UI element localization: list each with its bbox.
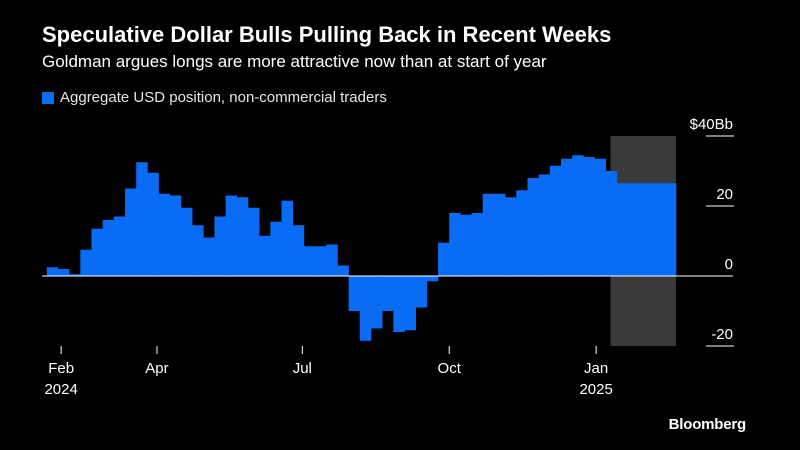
area-segment <box>616 183 629 276</box>
area-segment <box>505 197 517 276</box>
area-segment <box>527 178 539 276</box>
area-segment <box>281 200 294 276</box>
area-segment <box>516 190 528 276</box>
area-segment <box>415 276 428 308</box>
area-segment <box>214 216 226 276</box>
area-segment <box>460 214 472 276</box>
x-tick-label: Jan <box>584 360 608 377</box>
area-segment <box>225 195 238 276</box>
area-segment <box>125 188 137 276</box>
area-segment <box>426 276 439 282</box>
x-tick-label: Oct <box>438 360 462 377</box>
area-segment <box>203 237 215 276</box>
area-segment <box>370 276 383 329</box>
area-segment <box>538 174 551 276</box>
x-tick-label: Feb <box>48 360 74 377</box>
area-segment <box>192 225 204 276</box>
legend-label: Aggregate USD position, non-commercial t… <box>60 89 387 106</box>
chart-subtitle: Goldman argues longs are more attractive… <box>42 52 547 71</box>
area-segment <box>169 195 182 276</box>
area-segment <box>147 172 159 276</box>
area-segment <box>572 155 584 276</box>
area-segment <box>382 276 394 311</box>
x-tick-label: Jul <box>293 360 312 377</box>
area-segment <box>404 276 416 331</box>
y-tick-label: -20 <box>711 326 733 343</box>
area-segment <box>69 274 81 276</box>
area-segment <box>236 197 249 276</box>
x-tick-sublabel: 2025 <box>579 381 612 398</box>
area-segment <box>438 242 450 276</box>
area-segment <box>605 171 618 276</box>
area-segment <box>359 276 372 341</box>
y-tick-label: $40Bb <box>690 116 733 133</box>
area-segment <box>113 216 126 276</box>
area-segment <box>337 265 349 276</box>
legend: Aggregate USD position, non-commercial t… <box>42 89 387 106</box>
area-segment <box>639 183 651 276</box>
area-segment <box>46 267 59 276</box>
area-segment <box>583 157 595 276</box>
area-segment <box>326 244 338 276</box>
area-segment <box>292 225 305 276</box>
area-segment <box>270 221 282 276</box>
y-tick-label: 20 <box>716 186 733 203</box>
area-segment <box>303 246 316 276</box>
legend-swatch <box>42 91 54 104</box>
x-tick-label: Apr <box>145 360 168 377</box>
source-logo: Bloomberg <box>668 416 747 433</box>
area-segment <box>549 165 562 276</box>
area-segment <box>57 269 70 276</box>
area-segment <box>561 158 573 276</box>
y-tick-label: 0 <box>725 256 733 273</box>
x-tick-sublabel: 2024 <box>44 381 77 398</box>
area-segment <box>672 183 677 276</box>
area-segment <box>594 158 607 276</box>
area-segment <box>482 193 495 276</box>
area-segment <box>493 193 506 276</box>
area-segment <box>80 249 92 276</box>
area-segment <box>449 213 461 276</box>
area-segment <box>136 162 148 276</box>
chart-title: Speculative Dollar Bulls Pulling Back in… <box>42 22 612 47</box>
area-segment <box>348 276 361 311</box>
area-segment <box>650 183 662 276</box>
area-segment <box>158 193 171 276</box>
area-segment <box>248 207 260 276</box>
area-segment <box>102 220 115 276</box>
area-segment <box>661 183 674 276</box>
area-segment <box>259 235 271 276</box>
area-segment <box>91 228 103 276</box>
area-segment <box>180 207 193 276</box>
area-segment <box>393 276 405 332</box>
area-segment <box>628 183 640 276</box>
area-segment <box>471 213 484 276</box>
area-segment <box>315 246 327 276</box>
